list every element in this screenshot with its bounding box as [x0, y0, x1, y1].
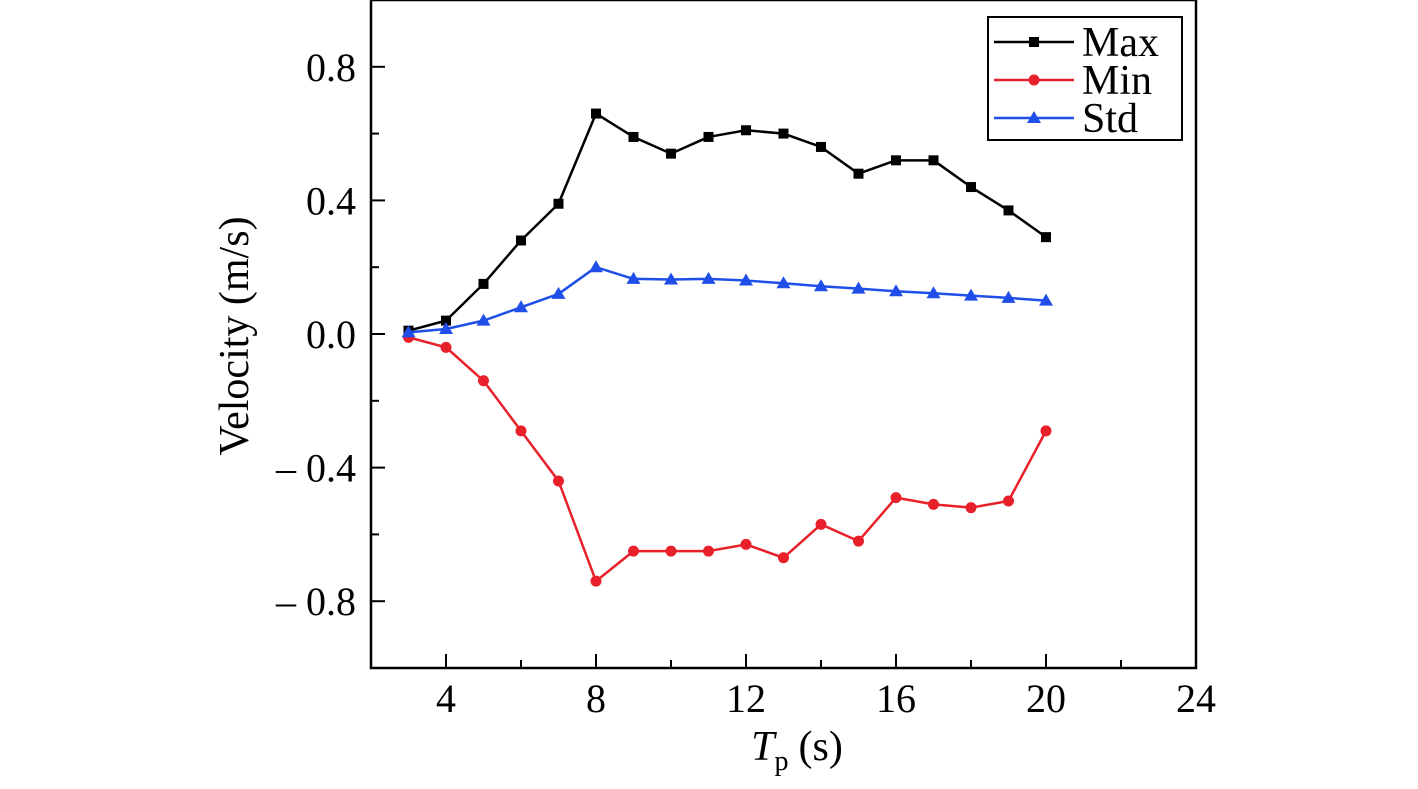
- data-point-std: [476, 313, 491, 326]
- data-point-max: [1003, 205, 1014, 216]
- data-point-std: [1001, 290, 1016, 303]
- series-max: [403, 108, 1051, 336]
- data-point-max: [628, 131, 639, 142]
- data-point-min: [515, 425, 527, 437]
- data-point-std: [626, 271, 641, 284]
- data-point-max: [666, 148, 676, 159]
- data-point-std: [664, 272, 678, 285]
- y-tick-label: 0.0: [306, 312, 356, 357]
- y-tick-label: 0.4: [306, 178, 356, 223]
- series-std: [401, 260, 1053, 338]
- legend-label-min: Min: [1082, 58, 1152, 104]
- data-point-min: [478, 375, 489, 387]
- y-axis-label: Velocity (m/s): [212, 216, 258, 455]
- legend-marker-std: [1027, 111, 1041, 123]
- data-point-max: [928, 155, 939, 166]
- data-point-std: [551, 286, 566, 299]
- data-point-max: [591, 108, 601, 119]
- series-layer: [401, 108, 1053, 587]
- plot-frame: [369, 0, 1198, 670]
- legend-item-max: Max: [994, 20, 1159, 66]
- data-point-min: [665, 545, 677, 557]
- data-point-std: [701, 271, 716, 284]
- data-point-std: [889, 284, 903, 297]
- x-tick-label: 24: [1176, 676, 1216, 721]
- data-point-max: [966, 182, 976, 193]
- data-point-max: [853, 168, 864, 179]
- data-point-min: [590, 575, 602, 587]
- data-point-std: [851, 281, 866, 294]
- data-point-max: [703, 131, 714, 142]
- data-point-min: [815, 518, 827, 530]
- data-point-min: [853, 535, 864, 547]
- data-point-min: [703, 545, 714, 557]
- data-point-min: [965, 502, 977, 514]
- x-tick-label: 16: [876, 676, 916, 721]
- data-point-min: [890, 492, 902, 504]
- x-axis-label-symbol: T: [751, 724, 777, 770]
- y-tick-label: 0.8: [306, 45, 356, 90]
- data-point-std: [439, 321, 453, 334]
- data-point-min: [778, 552, 789, 564]
- series-line-min: [408, 336, 1048, 583]
- x-axis-label: Tp (s): [751, 724, 843, 777]
- data-point-std: [814, 279, 828, 292]
- data-point-max: [553, 198, 564, 209]
- x-tick-label: 4: [436, 676, 456, 721]
- data-point-min: [740, 538, 752, 550]
- y-tick-label: – 0.8: [275, 579, 356, 624]
- x-tick-label: 12: [726, 676, 766, 721]
- data-point-std: [589, 260, 603, 273]
- data-point-min: [1003, 495, 1014, 507]
- data-point-std: [1039, 293, 1053, 306]
- data-point-max: [778, 128, 789, 139]
- legend-marker-max: [1029, 37, 1039, 47]
- series-line-max: [408, 112, 1047, 332]
- data-point-max: [478, 278, 489, 289]
- data-point-max: [816, 141, 826, 152]
- y-tick-label: – 0.4: [275, 446, 356, 491]
- legend-item-min: Min: [994, 58, 1152, 104]
- data-point-min: [553, 475, 564, 487]
- data-point-min: [628, 545, 639, 557]
- legend-item-std: Std: [994, 96, 1138, 142]
- legend-label-max: Max: [1082, 20, 1159, 66]
- data-point-max: [516, 235, 526, 246]
- data-point-max: [441, 315, 451, 326]
- series-line-std: [408, 265, 1047, 334]
- x-tick-label: 20: [1026, 676, 1066, 721]
- data-point-std: [514, 300, 528, 313]
- data-point-std: [964, 288, 978, 301]
- data-point-min: [1040, 425, 1052, 437]
- legend-box: [987, 16, 1183, 141]
- legend-marker-min: [1028, 74, 1040, 86]
- x-axis-label-unit: (s): [799, 724, 843, 770]
- data-point-max: [741, 125, 751, 136]
- x-tick-label: 8: [586, 676, 606, 721]
- data-point-min: [440, 341, 452, 353]
- legend-label-std: Std: [1082, 96, 1138, 142]
- data-point-min: [928, 498, 939, 510]
- tick-labels-layer: 4 8 12 16 20 24 0.8 0.4 0.0 – 0.4 – 0.8: [275, 45, 1216, 721]
- data-point-std: [739, 273, 753, 286]
- data-point-std: [926, 286, 941, 299]
- data-point-std: [401, 325, 416, 338]
- data-point-max: [891, 155, 901, 166]
- series-min: [403, 331, 1052, 587]
- data-point-max: [1041, 232, 1051, 243]
- x-axis-label-subscript: p: [775, 746, 789, 777]
- data-point-std: [776, 276, 791, 289]
